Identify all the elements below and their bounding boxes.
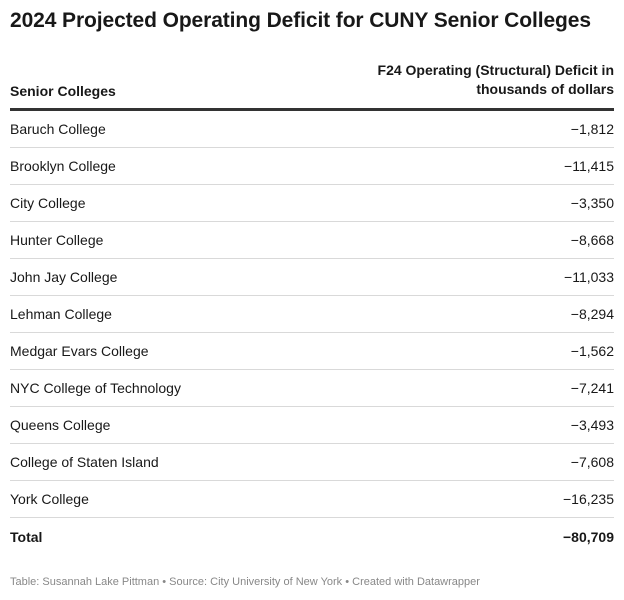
deficit-value: −8,294: [570, 306, 614, 322]
table-row: College of Staten Island −7,608: [10, 444, 614, 481]
table-row: Brooklyn College −11,415: [10, 148, 614, 185]
total-value: −80,709: [563, 529, 614, 545]
deficit-value: −1,812: [570, 121, 614, 137]
table-row: John Jay College −11,033: [10, 259, 614, 296]
college-name: Queens College: [10, 417, 111, 433]
college-name: NYC College of Technology: [10, 380, 181, 396]
column-header-deficit-line2: thousands of dollars: [476, 81, 614, 97]
column-header-deficit: F24 Operating (Structural) Deficit in th…: [324, 61, 614, 99]
college-name: Lehman College: [10, 306, 112, 322]
deficit-value: −7,241: [570, 380, 614, 396]
table-row: Hunter College −8,668: [10, 222, 614, 259]
data-table: Senior Colleges F24 Operating (Structura…: [10, 60, 614, 555]
college-name: College of Staten Island: [10, 454, 159, 470]
total-row: Total −80,709: [10, 518, 614, 555]
deficit-value: −11,033: [564, 269, 614, 285]
chart-title: 2024 Projected Operating Deficit for CUN…: [10, 9, 591, 32]
deficit-value: −7,608: [570, 454, 614, 470]
table-row: Medgar Evars College −1,562: [10, 333, 614, 370]
deficit-value: −16,235: [563, 491, 614, 507]
college-name: Baruch College: [10, 121, 106, 137]
table-row: Queens College −3,493: [10, 407, 614, 444]
college-name: York College: [10, 491, 89, 507]
deficit-value: −11,415: [564, 158, 614, 174]
table-row: NYC College of Technology −7,241: [10, 370, 614, 407]
deficit-value: −3,350: [570, 195, 614, 211]
total-label: Total: [10, 529, 43, 545]
college-name: John Jay College: [10, 269, 118, 285]
deficit-value: −1,562: [570, 343, 614, 359]
deficit-value: −3,493: [570, 417, 614, 433]
column-header-deficit-line1: F24 Operating (Structural) Deficit in: [377, 62, 614, 78]
source-footer: Table: Susannah Lake Pittman • Source: C…: [10, 576, 480, 588]
college-name: Hunter College: [10, 232, 104, 248]
table-row: York College −16,235: [10, 481, 614, 518]
college-name: City College: [10, 195, 86, 211]
deficit-value: −8,668: [570, 232, 614, 248]
table-row: Lehman College −8,294: [10, 296, 614, 333]
table-row: City College −3,350: [10, 185, 614, 222]
column-header-colleges: Senior Colleges: [10, 83, 116, 99]
college-name: Medgar Evars College: [10, 343, 149, 359]
college-name: Brooklyn College: [10, 158, 116, 174]
table-header: Senior Colleges F24 Operating (Structura…: [10, 60, 614, 111]
table-row: Baruch College −1,812: [10, 111, 614, 148]
